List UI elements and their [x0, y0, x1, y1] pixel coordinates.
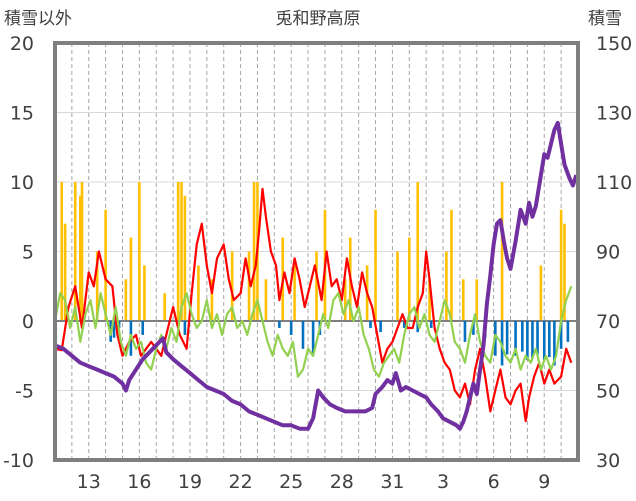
orange-bar	[343, 279, 347, 321]
x-tick-label: 6	[488, 471, 500, 493]
orange-bar	[374, 209, 377, 321]
blue-bar	[141, 321, 145, 335]
x-tick-label: 25	[279, 471, 303, 493]
orange-bar	[315, 251, 318, 321]
right-tick-label: 150	[596, 33, 632, 55]
blue-bar	[369, 321, 372, 328]
blue-bar	[311, 321, 315, 356]
x-tick-label: 9	[538, 471, 550, 493]
blue-bar	[183, 321, 187, 335]
green-line-series	[53, 285, 573, 378]
orange-bar	[104, 209, 107, 321]
orange-bar	[210, 279, 214, 321]
orange-bar	[252, 182, 256, 321]
right-tick-label: 70	[596, 311, 620, 333]
left-tick-label: -5	[15, 381, 34, 403]
x-tick-label: 31	[380, 471, 404, 493]
blue-bar	[531, 321, 534, 359]
orange-bar	[475, 279, 479, 321]
orange-bar	[293, 265, 296, 321]
blue-bar	[429, 321, 433, 328]
right-tick-label: 30	[596, 450, 620, 472]
left-tick-label: 10	[10, 172, 34, 194]
orange-bar	[180, 182, 183, 321]
orange-bar	[138, 182, 141, 321]
right-tick-label: 90	[596, 242, 620, 264]
x-tick-label: 19	[178, 471, 202, 493]
orange-bar	[129, 237, 133, 321]
blue-bar	[553, 321, 556, 366]
x-tick-label: 13	[77, 471, 101, 493]
orange-bar	[183, 195, 187, 321]
blue-bar	[542, 321, 546, 360]
orange-bar	[176, 182, 180, 321]
plot-frame	[53, 41, 580, 462]
blue-bar	[472, 321, 475, 335]
x-tick-label: 22	[228, 471, 252, 493]
orange-bar	[79, 195, 82, 321]
blue-bar	[526, 321, 529, 360]
left-tick-label: -10	[3, 450, 34, 472]
orange-bar	[60, 182, 64, 321]
orange-bar	[445, 251, 448, 321]
blue-bar	[463, 321, 467, 342]
blue-bar	[112, 321, 116, 338]
blue-bar	[536, 321, 539, 355]
left-tick-labels: 20 15 10 5 0 -5 -10	[3, 33, 34, 472]
chart-title: 兎和野高原	[276, 9, 361, 29]
orange-bar	[163, 293, 166, 321]
right-tick-labels: 150 130 110 90 70 50 30	[596, 33, 632, 472]
blue-bar	[514, 321, 517, 356]
blue-bar	[505, 321, 509, 355]
orange-bar	[396, 251, 399, 321]
orange-bar	[428, 279, 431, 321]
orange-bar	[500, 182, 504, 321]
blue-bar	[548, 321, 551, 358]
right-tick-label: 130	[596, 103, 632, 125]
orange-bar	[563, 223, 566, 321]
orange-bar	[264, 279, 268, 321]
orange-bar	[73, 182, 77, 321]
blue-bar	[379, 321, 382, 333]
orange-bar	[450, 209, 453, 321]
left-tick-label: 20	[10, 33, 34, 55]
orange-bar	[230, 251, 234, 321]
blue-bar	[521, 321, 524, 352]
orange-bar	[539, 265, 543, 321]
blue-bar	[416, 321, 420, 333]
orange-bar	[407, 237, 411, 321]
blue-bar	[500, 321, 504, 366]
blue-bar	[289, 321, 293, 335]
purple-line-series	[54, 120, 579, 431]
left-tick-label: 0	[22, 311, 34, 333]
right-axis-title: 積雪	[588, 9, 622, 29]
blue-bar	[566, 321, 570, 342]
x-tick-labels: 13 16 19 22 25 28 31 3 6 9	[77, 471, 551, 493]
orange-bar	[461, 279, 465, 321]
left-tick-label: 5	[22, 242, 34, 264]
blue-bar	[278, 321, 281, 328]
orange-bar	[80, 182, 84, 321]
left-axis-title: 積雪以外	[4, 9, 72, 29]
orange-bar	[95, 251, 99, 321]
right-tick-label: 110	[596, 172, 632, 194]
blue-bar	[559, 321, 563, 349]
x-tick-label: 3	[437, 471, 449, 493]
x-tick-label: 28	[330, 471, 354, 493]
orange-bar	[124, 279, 128, 321]
blue-bar	[402, 321, 406, 328]
orange-bar	[247, 251, 251, 321]
orange-bar	[416, 182, 420, 321]
orange-bar	[197, 265, 200, 321]
left-tick-label: 15	[10, 103, 34, 125]
orange-bar	[143, 265, 146, 321]
blue-bar	[301, 321, 305, 349]
x-tick-label: 16	[127, 471, 151, 493]
right-tick-label: 50	[596, 381, 620, 403]
orange-bar	[559, 209, 563, 321]
orange-bar	[63, 223, 67, 321]
